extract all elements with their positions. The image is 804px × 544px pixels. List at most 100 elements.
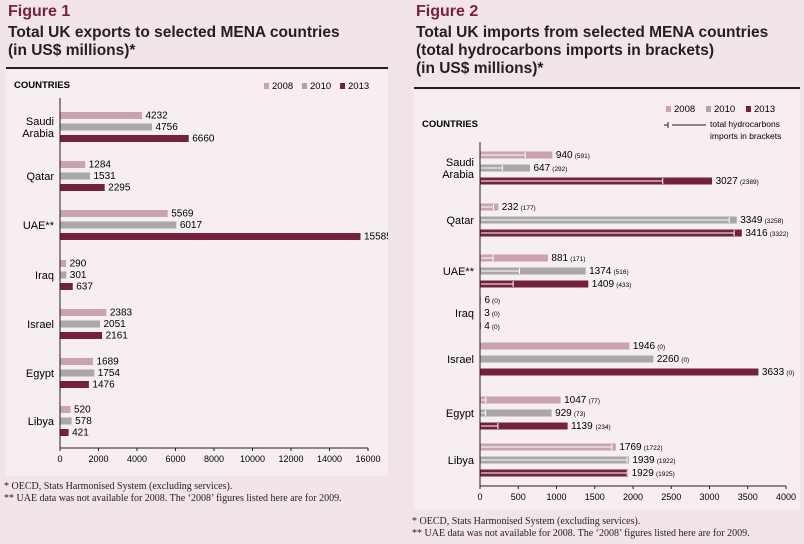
- legend-label-2010: 2010: [310, 81, 331, 92]
- value-label-israel-2008: 1946: [633, 341, 656, 352]
- bar-saudi-arabia-2010: [480, 164, 530, 172]
- x-tick-label-3500: 3500: [738, 492, 758, 502]
- value-label-iraq-2008: 6: [484, 295, 490, 306]
- legend-label-2013: 2013: [348, 81, 369, 92]
- countries-header: COUNTRIES: [422, 119, 478, 130]
- figure-1-title-line2: (in US$ millions)*: [8, 42, 136, 59]
- hydro-legend-line2: imports in brackets: [710, 131, 781, 141]
- bar-israel-2013: [480, 368, 759, 376]
- category-label-uae: UAE**: [443, 266, 475, 278]
- figure-2-title-line3: (in US$ millions)*: [416, 60, 544, 77]
- value-label-qatar-2008: 232: [502, 202, 519, 213]
- figure-2-panel: Figure 2 Total UK imports from selected …: [408, 0, 804, 544]
- value-label-libya-2010: 1939: [632, 455, 655, 466]
- hydro-label-iraq-2010: (0): [492, 311, 500, 318]
- bar-egypt-2013: [480, 422, 568, 430]
- x-tick-label-0: 0: [477, 492, 482, 502]
- value-label-israel-2010: 2051: [103, 319, 126, 330]
- figure-2-footnote-2: ** UAE data was not available for 2008. …: [412, 528, 750, 539]
- figure-2-title-line2: (total hydrocarbons imports in brackets): [416, 42, 714, 59]
- figure-1-footnotes: * OECD, Stats Harmonised System (excludi…: [4, 481, 342, 505]
- legend-swatch-2008: [264, 83, 269, 89]
- legend-swatch-2013: [746, 106, 751, 112]
- x-tick-label-0: 0: [57, 454, 62, 464]
- value-label-israel-2008: 2383: [110, 308, 133, 319]
- bar-iraq-2013: [60, 283, 73, 290]
- figure-1-rule: [6, 67, 388, 69]
- x-tick-label-3000: 3000: [699, 492, 719, 502]
- category-label-libya: Libya: [448, 455, 475, 467]
- countries-header: COUNTRIES: [14, 80, 70, 91]
- value-label-qatar-2010: 3349: [740, 215, 763, 226]
- value-label-iraq-2010: 3: [484, 308, 490, 319]
- x-tick-label-10000: 10000: [240, 454, 265, 464]
- value-label-saudi-arabia-2008: 4232: [145, 111, 168, 122]
- hydro-legend-line1: total hydrocarbons: [710, 119, 780, 129]
- hydro-label-libya-2013: (1925): [656, 471, 675, 478]
- category-label-egypt: Egypt: [446, 408, 474, 420]
- x-tick-label-6000: 6000: [165, 454, 185, 464]
- figure-2-title: Total UK imports from selected MENA coun…: [416, 24, 768, 78]
- bar-uae-2008: [60, 210, 168, 217]
- hydro-label-libya-2010: (1922): [657, 458, 676, 465]
- bar-iraq-2008: [60, 260, 67, 267]
- category-label-iraq: Iraq: [455, 308, 474, 320]
- bar-israel-2013: [60, 332, 103, 339]
- figure-2-footnotes: * OECD, Stats Harmonised System (excludi…: [412, 516, 750, 540]
- hydro-label-egypt-2013: (234): [596, 424, 611, 431]
- bar-uae-2010: [480, 267, 586, 275]
- bar-egypt-2008: [60, 358, 94, 365]
- hydro-label-egypt-2008: (77): [588, 398, 600, 405]
- legend-label-2008: 2008: [674, 104, 695, 115]
- value-label-saudi-arabia-2008: 940: [556, 150, 573, 161]
- value-label-qatar-2010: 1531: [93, 171, 116, 182]
- value-label-egypt-2008: 1047: [564, 395, 587, 406]
- hydro-label-saudi-arabia-2008: (591): [575, 153, 590, 160]
- figure-2-title-line1: Total UK imports from selected MENA coun…: [416, 24, 769, 41]
- figure-2-label: Figure 2: [416, 3, 479, 20]
- figure-2-chart: COUNTRIES 2008 2010 2013 0 500 1000 1500 2000 250…: [422, 104, 796, 502]
- bar-uae-2013: [60, 233, 361, 240]
- figure-1-panel: Figure 1 Total UK exports to selected ME…: [0, 0, 392, 544]
- bar-libya-2013: [60, 429, 69, 436]
- x-tick-label-14000: 14000: [317, 454, 342, 464]
- hydro-label-qatar-2008: (177): [521, 205, 536, 212]
- bar-israel-2008: [60, 309, 107, 316]
- category-label-saudi-arabia-1: Saudi: [446, 157, 474, 169]
- x-tick-label-2000: 2000: [623, 492, 643, 502]
- x-tick-label-4000: 4000: [776, 492, 796, 502]
- value-label-egypt-2010: 1754: [98, 368, 121, 379]
- value-label-uae-2013: 1409: [592, 279, 615, 290]
- figure-1-footnote-2: ** UAE data was not available for 2008. …: [4, 493, 342, 504]
- bar-qatar-2008: [60, 161, 86, 168]
- bar-saudi-arabia-2013: [60, 135, 189, 142]
- legend-swatch-2013: [340, 83, 345, 89]
- value-label-libya-2008: 1769: [619, 442, 642, 453]
- hydro-label-israel-2010: (0): [681, 357, 689, 364]
- bar-libya-2008: [60, 406, 71, 413]
- category-label-qatar: Qatar: [26, 171, 54, 183]
- value-label-libya-2013: 1929: [632, 468, 655, 479]
- value-label-uae-2008: 5569: [171, 209, 194, 220]
- value-label-israel-2010: 2260: [657, 354, 680, 365]
- value-label-qatar-2013: 3416: [745, 228, 768, 239]
- figure-1-chart-area: COUNTRIES 2008 2010 2013 0 2000 4000 6000 8000 10…: [6, 70, 392, 476]
- bar-egypt-2008: [480, 396, 561, 404]
- legend-label-2008: 2008: [272, 81, 293, 92]
- category-label-saudi-arabia-1: Saudi: [26, 116, 54, 128]
- x-tick-label-2000: 2000: [88, 454, 108, 464]
- x-tick-label-8000: 8000: [204, 454, 224, 464]
- hydro-label-saudi-arabia-2013: (2389): [740, 179, 759, 186]
- x-tick-label-1000: 1000: [546, 492, 566, 502]
- value-label-egypt-2013: 1139: [571, 421, 593, 432]
- hydro-label-saudi-arabia-2010: (292): [552, 166, 567, 173]
- bar-egypt-2013: [60, 381, 89, 388]
- value-label-libya-2008: 520: [74, 405, 91, 416]
- bar-qatar-2013: [60, 184, 105, 191]
- legend-swatch-2008: [666, 106, 671, 112]
- value-label-qatar-2013: 2295: [108, 183, 131, 194]
- category-label-israel: Israel: [27, 319, 54, 331]
- value-label-libya-2010: 578: [75, 416, 92, 427]
- bar-israel-2010: [60, 320, 100, 328]
- figure-1-title-line1: Total UK exports to selected MENA countr…: [8, 24, 340, 41]
